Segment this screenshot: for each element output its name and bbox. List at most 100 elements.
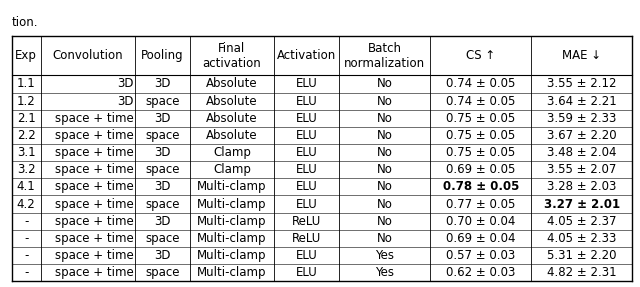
Text: space + time: space + time <box>54 163 133 176</box>
Text: 3D: 3D <box>116 95 133 108</box>
Text: 3D: 3D <box>154 112 171 125</box>
Text: 1.1: 1.1 <box>17 77 35 90</box>
Text: 4.82 ± 2.31: 4.82 ± 2.31 <box>547 266 616 279</box>
Text: ELU: ELU <box>296 266 317 279</box>
Text: space: space <box>145 266 180 279</box>
Text: No: No <box>376 95 392 108</box>
Text: 3.55 ± 2.12: 3.55 ± 2.12 <box>547 77 616 90</box>
Text: Yes: Yes <box>375 266 394 279</box>
Text: space: space <box>145 129 180 142</box>
Text: Pooling: Pooling <box>141 49 184 62</box>
Text: 3D: 3D <box>154 77 171 90</box>
Text: Absolute: Absolute <box>206 95 258 108</box>
Text: 3.1: 3.1 <box>17 146 35 159</box>
Text: Multi-clamp: Multi-clamp <box>197 197 267 211</box>
Text: No: No <box>376 181 392 193</box>
Text: Clamp: Clamp <box>213 163 251 176</box>
Text: 0.74 ± 0.05: 0.74 ± 0.05 <box>446 95 515 108</box>
Text: 0.75 ± 0.05: 0.75 ± 0.05 <box>446 129 515 142</box>
Text: Multi-clamp: Multi-clamp <box>197 232 267 245</box>
Text: 0.70 ± 0.04: 0.70 ± 0.04 <box>446 215 515 228</box>
Text: Multi-clamp: Multi-clamp <box>197 249 267 262</box>
Text: 4.2: 4.2 <box>17 197 35 211</box>
Text: space + time: space + time <box>54 197 133 211</box>
Text: space: space <box>145 197 180 211</box>
Text: 0.75 ± 0.05: 0.75 ± 0.05 <box>446 146 515 159</box>
Text: No: No <box>376 146 392 159</box>
Text: space + time: space + time <box>54 249 133 262</box>
Text: space: space <box>145 95 180 108</box>
Text: 0.75 ± 0.05: 0.75 ± 0.05 <box>446 112 515 125</box>
Text: No: No <box>376 112 392 125</box>
Text: 0.77 ± 0.05: 0.77 ± 0.05 <box>446 197 515 211</box>
Text: MAE ↓: MAE ↓ <box>563 49 602 62</box>
Text: 4.1: 4.1 <box>17 181 35 193</box>
Text: Final
activation: Final activation <box>202 42 261 70</box>
Text: 0.69 ± 0.05: 0.69 ± 0.05 <box>446 163 515 176</box>
Text: 3.48 ± 2.04: 3.48 ± 2.04 <box>547 146 616 159</box>
Text: 3D: 3D <box>154 181 171 193</box>
Text: 0.69 ± 0.04: 0.69 ± 0.04 <box>446 232 516 245</box>
Text: Multi-clamp: Multi-clamp <box>197 215 267 228</box>
Text: CS ↑: CS ↑ <box>466 49 495 62</box>
Text: 5.31 ± 2.20: 5.31 ± 2.20 <box>547 249 616 262</box>
Text: space: space <box>145 163 180 176</box>
Text: 3D: 3D <box>116 77 133 90</box>
Text: ReLU: ReLU <box>292 215 321 228</box>
Text: tion.: tion. <box>12 16 38 29</box>
Text: ELU: ELU <box>296 95 317 108</box>
Text: Yes: Yes <box>375 249 394 262</box>
Text: 3.2: 3.2 <box>17 163 35 176</box>
Text: 0.78 ± 0.05: 0.78 ± 0.05 <box>443 181 519 193</box>
Text: 0.74 ± 0.05: 0.74 ± 0.05 <box>446 77 515 90</box>
Text: 4.05 ± 2.37: 4.05 ± 2.37 <box>547 215 616 228</box>
Text: 3.27 ± 2.01: 3.27 ± 2.01 <box>544 197 620 211</box>
Text: 0.57 ± 0.03: 0.57 ± 0.03 <box>446 249 515 262</box>
Text: space + time: space + time <box>54 215 133 228</box>
Text: ELU: ELU <box>296 129 317 142</box>
Text: Multi-clamp: Multi-clamp <box>197 181 267 193</box>
Text: space + time: space + time <box>54 112 133 125</box>
Text: No: No <box>376 77 392 90</box>
Text: space + time: space + time <box>54 146 133 159</box>
Text: space + time: space + time <box>54 232 133 245</box>
Text: 3D: 3D <box>154 215 171 228</box>
Text: ELU: ELU <box>296 197 317 211</box>
Text: space + time: space + time <box>54 129 133 142</box>
Text: -: - <box>24 232 28 245</box>
Text: 3.55 ± 2.07: 3.55 ± 2.07 <box>547 163 616 176</box>
Text: space + time: space + time <box>54 181 133 193</box>
Text: No: No <box>376 129 392 142</box>
Text: Absolute: Absolute <box>206 129 258 142</box>
Text: -: - <box>24 215 28 228</box>
Text: ELU: ELU <box>296 181 317 193</box>
Text: -: - <box>24 266 28 279</box>
Text: space: space <box>145 232 180 245</box>
Text: 2.2: 2.2 <box>17 129 35 142</box>
Text: 3.28 ± 2.03: 3.28 ± 2.03 <box>547 181 616 193</box>
Text: ReLU: ReLU <box>292 232 321 245</box>
Text: 1.2: 1.2 <box>17 95 35 108</box>
Text: Batch
normalization: Batch normalization <box>344 42 425 70</box>
Text: No: No <box>376 215 392 228</box>
Text: Clamp: Clamp <box>213 146 251 159</box>
Text: ELU: ELU <box>296 163 317 176</box>
Text: Activation: Activation <box>276 49 336 62</box>
Text: 3D: 3D <box>154 146 171 159</box>
Text: 0.62 ± 0.03: 0.62 ± 0.03 <box>446 266 515 279</box>
Text: No: No <box>376 197 392 211</box>
Text: Multi-clamp: Multi-clamp <box>197 266 267 279</box>
Text: 2.1: 2.1 <box>17 112 35 125</box>
Text: 3.64 ± 2.21: 3.64 ± 2.21 <box>547 95 617 108</box>
Text: Exp: Exp <box>15 49 37 62</box>
Text: Absolute: Absolute <box>206 77 258 90</box>
Text: 3.59 ± 2.33: 3.59 ± 2.33 <box>547 112 616 125</box>
Text: 3.67 ± 2.20: 3.67 ± 2.20 <box>547 129 616 142</box>
Text: ELU: ELU <box>296 77 317 90</box>
Text: 4.05 ± 2.33: 4.05 ± 2.33 <box>547 232 616 245</box>
Text: ELU: ELU <box>296 146 317 159</box>
Text: 3D: 3D <box>154 249 171 262</box>
Text: -: - <box>24 249 28 262</box>
Text: Convolution: Convolution <box>52 49 124 62</box>
Text: No: No <box>376 232 392 245</box>
